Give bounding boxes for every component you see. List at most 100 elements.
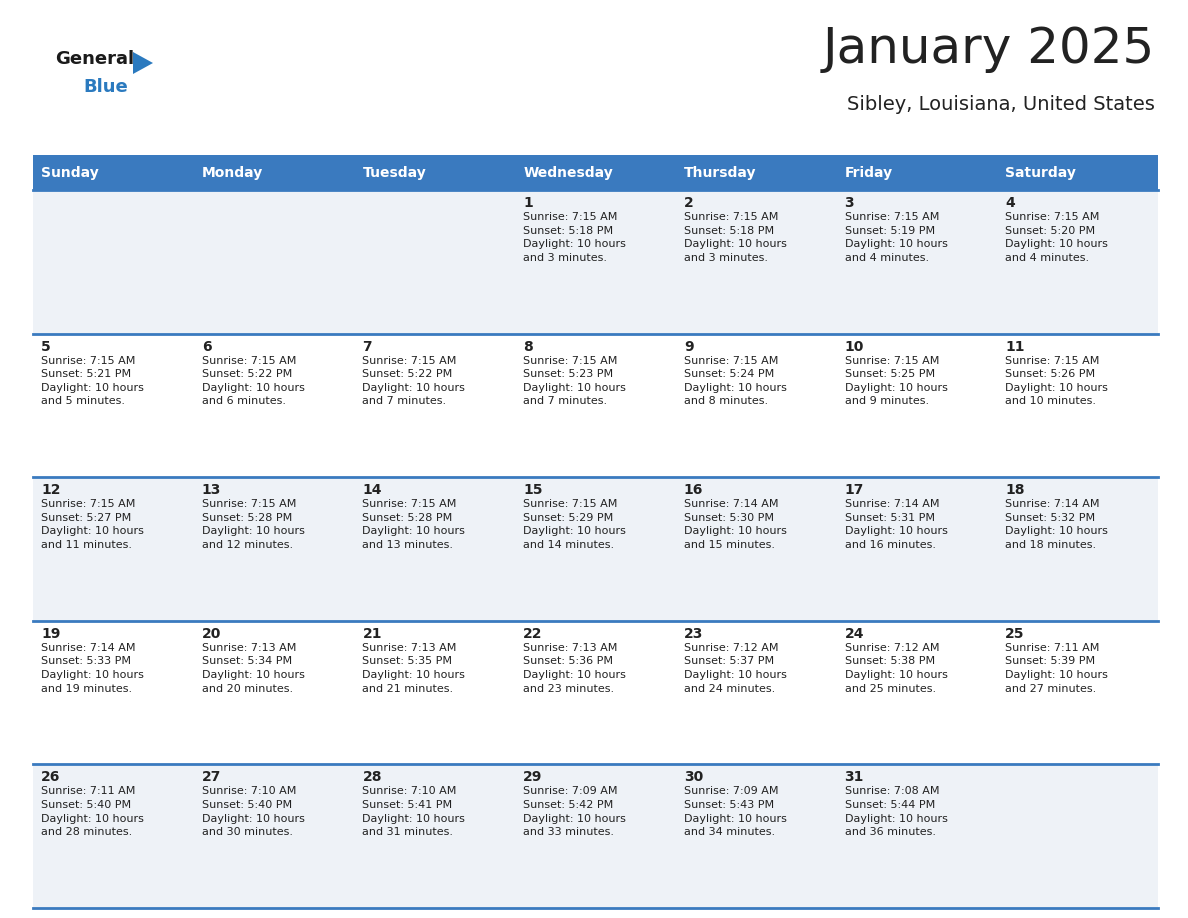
Text: 25: 25 xyxy=(1005,627,1025,641)
Text: Sunrise: 7:15 AM
Sunset: 5:22 PM
Daylight: 10 hours
and 6 minutes.: Sunrise: 7:15 AM Sunset: 5:22 PM Dayligh… xyxy=(202,355,304,407)
Text: Sunrise: 7:12 AM
Sunset: 5:38 PM
Daylight: 10 hours
and 25 minutes.: Sunrise: 7:12 AM Sunset: 5:38 PM Dayligh… xyxy=(845,643,948,694)
Text: Sunrise: 7:11 AM
Sunset: 5:40 PM
Daylight: 10 hours
and 28 minutes.: Sunrise: 7:11 AM Sunset: 5:40 PM Dayligh… xyxy=(42,787,144,837)
Bar xyxy=(354,190,516,333)
Bar xyxy=(194,765,354,908)
Bar xyxy=(836,765,997,908)
Bar xyxy=(354,765,516,908)
Bar xyxy=(997,765,1158,908)
Bar xyxy=(997,155,1158,190)
Text: 13: 13 xyxy=(202,483,221,498)
Text: 17: 17 xyxy=(845,483,864,498)
Text: Sunrise: 7:10 AM
Sunset: 5:41 PM
Daylight: 10 hours
and 31 minutes.: Sunrise: 7:10 AM Sunset: 5:41 PM Dayligh… xyxy=(362,787,466,837)
Bar xyxy=(676,155,836,190)
Bar xyxy=(836,477,997,621)
Bar xyxy=(676,190,836,333)
Text: Sunrise: 7:15 AM
Sunset: 5:20 PM
Daylight: 10 hours
and 4 minutes.: Sunrise: 7:15 AM Sunset: 5:20 PM Dayligh… xyxy=(1005,212,1108,263)
Text: 1: 1 xyxy=(523,196,533,210)
Text: Sunrise: 7:13 AM
Sunset: 5:34 PM
Daylight: 10 hours
and 20 minutes.: Sunrise: 7:13 AM Sunset: 5:34 PM Dayligh… xyxy=(202,643,304,694)
Text: Sunrise: 7:14 AM
Sunset: 5:33 PM
Daylight: 10 hours
and 19 minutes.: Sunrise: 7:14 AM Sunset: 5:33 PM Dayligh… xyxy=(42,643,144,694)
Text: 21: 21 xyxy=(362,627,381,641)
Bar xyxy=(836,621,997,765)
Text: 9: 9 xyxy=(684,340,694,353)
Text: Sunrise: 7:15 AM
Sunset: 5:29 PM
Daylight: 10 hours
and 14 minutes.: Sunrise: 7:15 AM Sunset: 5:29 PM Dayligh… xyxy=(523,499,626,550)
Text: Sunrise: 7:15 AM
Sunset: 5:25 PM
Daylight: 10 hours
and 9 minutes.: Sunrise: 7:15 AM Sunset: 5:25 PM Dayligh… xyxy=(845,355,948,407)
Text: 26: 26 xyxy=(42,770,61,784)
Bar xyxy=(516,765,676,908)
Text: 3: 3 xyxy=(845,196,854,210)
Bar xyxy=(516,621,676,765)
Bar xyxy=(836,333,997,477)
Bar xyxy=(33,765,194,908)
Bar xyxy=(194,333,354,477)
Text: Wednesday: Wednesday xyxy=(523,166,613,181)
Bar xyxy=(354,155,516,190)
Text: Sunrise: 7:15 AM
Sunset: 5:24 PM
Daylight: 10 hours
and 8 minutes.: Sunrise: 7:15 AM Sunset: 5:24 PM Dayligh… xyxy=(684,355,786,407)
Text: Monday: Monday xyxy=(202,166,263,181)
Bar xyxy=(997,333,1158,477)
Text: Sunrise: 7:14 AM
Sunset: 5:30 PM
Daylight: 10 hours
and 15 minutes.: Sunrise: 7:14 AM Sunset: 5:30 PM Dayligh… xyxy=(684,499,786,550)
Bar xyxy=(33,190,194,333)
Bar xyxy=(676,333,836,477)
Text: 31: 31 xyxy=(845,770,864,784)
Text: Saturday: Saturday xyxy=(1005,166,1076,181)
Bar xyxy=(33,333,194,477)
Text: Sunrise: 7:15 AM
Sunset: 5:27 PM
Daylight: 10 hours
and 11 minutes.: Sunrise: 7:15 AM Sunset: 5:27 PM Dayligh… xyxy=(42,499,144,550)
Bar xyxy=(676,477,836,621)
Polygon shape xyxy=(133,52,153,74)
Text: Sunrise: 7:15 AM
Sunset: 5:26 PM
Daylight: 10 hours
and 10 minutes.: Sunrise: 7:15 AM Sunset: 5:26 PM Dayligh… xyxy=(1005,355,1108,407)
Text: Sunrise: 7:12 AM
Sunset: 5:37 PM
Daylight: 10 hours
and 24 minutes.: Sunrise: 7:12 AM Sunset: 5:37 PM Dayligh… xyxy=(684,643,786,694)
Bar xyxy=(836,155,997,190)
Text: Sunrise: 7:15 AM
Sunset: 5:19 PM
Daylight: 10 hours
and 4 minutes.: Sunrise: 7:15 AM Sunset: 5:19 PM Dayligh… xyxy=(845,212,948,263)
Text: Sunday: Sunday xyxy=(42,166,99,181)
Text: 29: 29 xyxy=(523,770,543,784)
Text: Sibley, Louisiana, United States: Sibley, Louisiana, United States xyxy=(847,95,1155,114)
Bar xyxy=(354,333,516,477)
Text: Thursday: Thursday xyxy=(684,166,757,181)
Text: 6: 6 xyxy=(202,340,211,353)
Bar xyxy=(516,333,676,477)
Text: 7: 7 xyxy=(362,340,372,353)
Text: 2: 2 xyxy=(684,196,694,210)
Bar xyxy=(997,621,1158,765)
Text: Sunrise: 7:15 AM
Sunset: 5:18 PM
Daylight: 10 hours
and 3 minutes.: Sunrise: 7:15 AM Sunset: 5:18 PM Dayligh… xyxy=(684,212,786,263)
Text: 12: 12 xyxy=(42,483,61,498)
Text: 22: 22 xyxy=(523,627,543,641)
Text: Sunrise: 7:10 AM
Sunset: 5:40 PM
Daylight: 10 hours
and 30 minutes.: Sunrise: 7:10 AM Sunset: 5:40 PM Dayligh… xyxy=(202,787,304,837)
Text: General: General xyxy=(55,50,134,68)
Bar xyxy=(194,155,354,190)
Text: 15: 15 xyxy=(523,483,543,498)
Text: 19: 19 xyxy=(42,627,61,641)
Text: Friday: Friday xyxy=(845,166,892,181)
Text: 28: 28 xyxy=(362,770,381,784)
Text: Tuesday: Tuesday xyxy=(362,166,426,181)
Bar xyxy=(516,155,676,190)
Bar xyxy=(194,621,354,765)
Bar xyxy=(676,765,836,908)
Bar xyxy=(354,621,516,765)
Text: Sunrise: 7:11 AM
Sunset: 5:39 PM
Daylight: 10 hours
and 27 minutes.: Sunrise: 7:11 AM Sunset: 5:39 PM Dayligh… xyxy=(1005,643,1108,694)
Text: Sunrise: 7:13 AM
Sunset: 5:35 PM
Daylight: 10 hours
and 21 minutes.: Sunrise: 7:13 AM Sunset: 5:35 PM Dayligh… xyxy=(362,643,466,694)
Bar xyxy=(33,621,194,765)
Text: 18: 18 xyxy=(1005,483,1025,498)
Bar xyxy=(997,477,1158,621)
Text: Sunrise: 7:09 AM
Sunset: 5:43 PM
Daylight: 10 hours
and 34 minutes.: Sunrise: 7:09 AM Sunset: 5:43 PM Dayligh… xyxy=(684,787,786,837)
Text: 27: 27 xyxy=(202,770,221,784)
Text: Sunrise: 7:15 AM
Sunset: 5:28 PM
Daylight: 10 hours
and 12 minutes.: Sunrise: 7:15 AM Sunset: 5:28 PM Dayligh… xyxy=(202,499,304,550)
Text: 5: 5 xyxy=(42,340,51,353)
Bar xyxy=(676,621,836,765)
Text: Sunrise: 7:15 AM
Sunset: 5:23 PM
Daylight: 10 hours
and 7 minutes.: Sunrise: 7:15 AM Sunset: 5:23 PM Dayligh… xyxy=(523,355,626,407)
Text: 10: 10 xyxy=(845,340,864,353)
Text: 23: 23 xyxy=(684,627,703,641)
Text: 16: 16 xyxy=(684,483,703,498)
Text: Sunrise: 7:14 AM
Sunset: 5:32 PM
Daylight: 10 hours
and 18 minutes.: Sunrise: 7:14 AM Sunset: 5:32 PM Dayligh… xyxy=(1005,499,1108,550)
Bar xyxy=(516,190,676,333)
Text: 30: 30 xyxy=(684,770,703,784)
Text: 8: 8 xyxy=(523,340,533,353)
Text: 14: 14 xyxy=(362,483,381,498)
Bar xyxy=(836,190,997,333)
Text: Sunrise: 7:15 AM
Sunset: 5:22 PM
Daylight: 10 hours
and 7 minutes.: Sunrise: 7:15 AM Sunset: 5:22 PM Dayligh… xyxy=(362,355,466,407)
Text: Sunrise: 7:15 AM
Sunset: 5:28 PM
Daylight: 10 hours
and 13 minutes.: Sunrise: 7:15 AM Sunset: 5:28 PM Dayligh… xyxy=(362,499,466,550)
Text: 11: 11 xyxy=(1005,340,1025,353)
Text: 20: 20 xyxy=(202,627,221,641)
Text: Blue: Blue xyxy=(83,78,128,96)
